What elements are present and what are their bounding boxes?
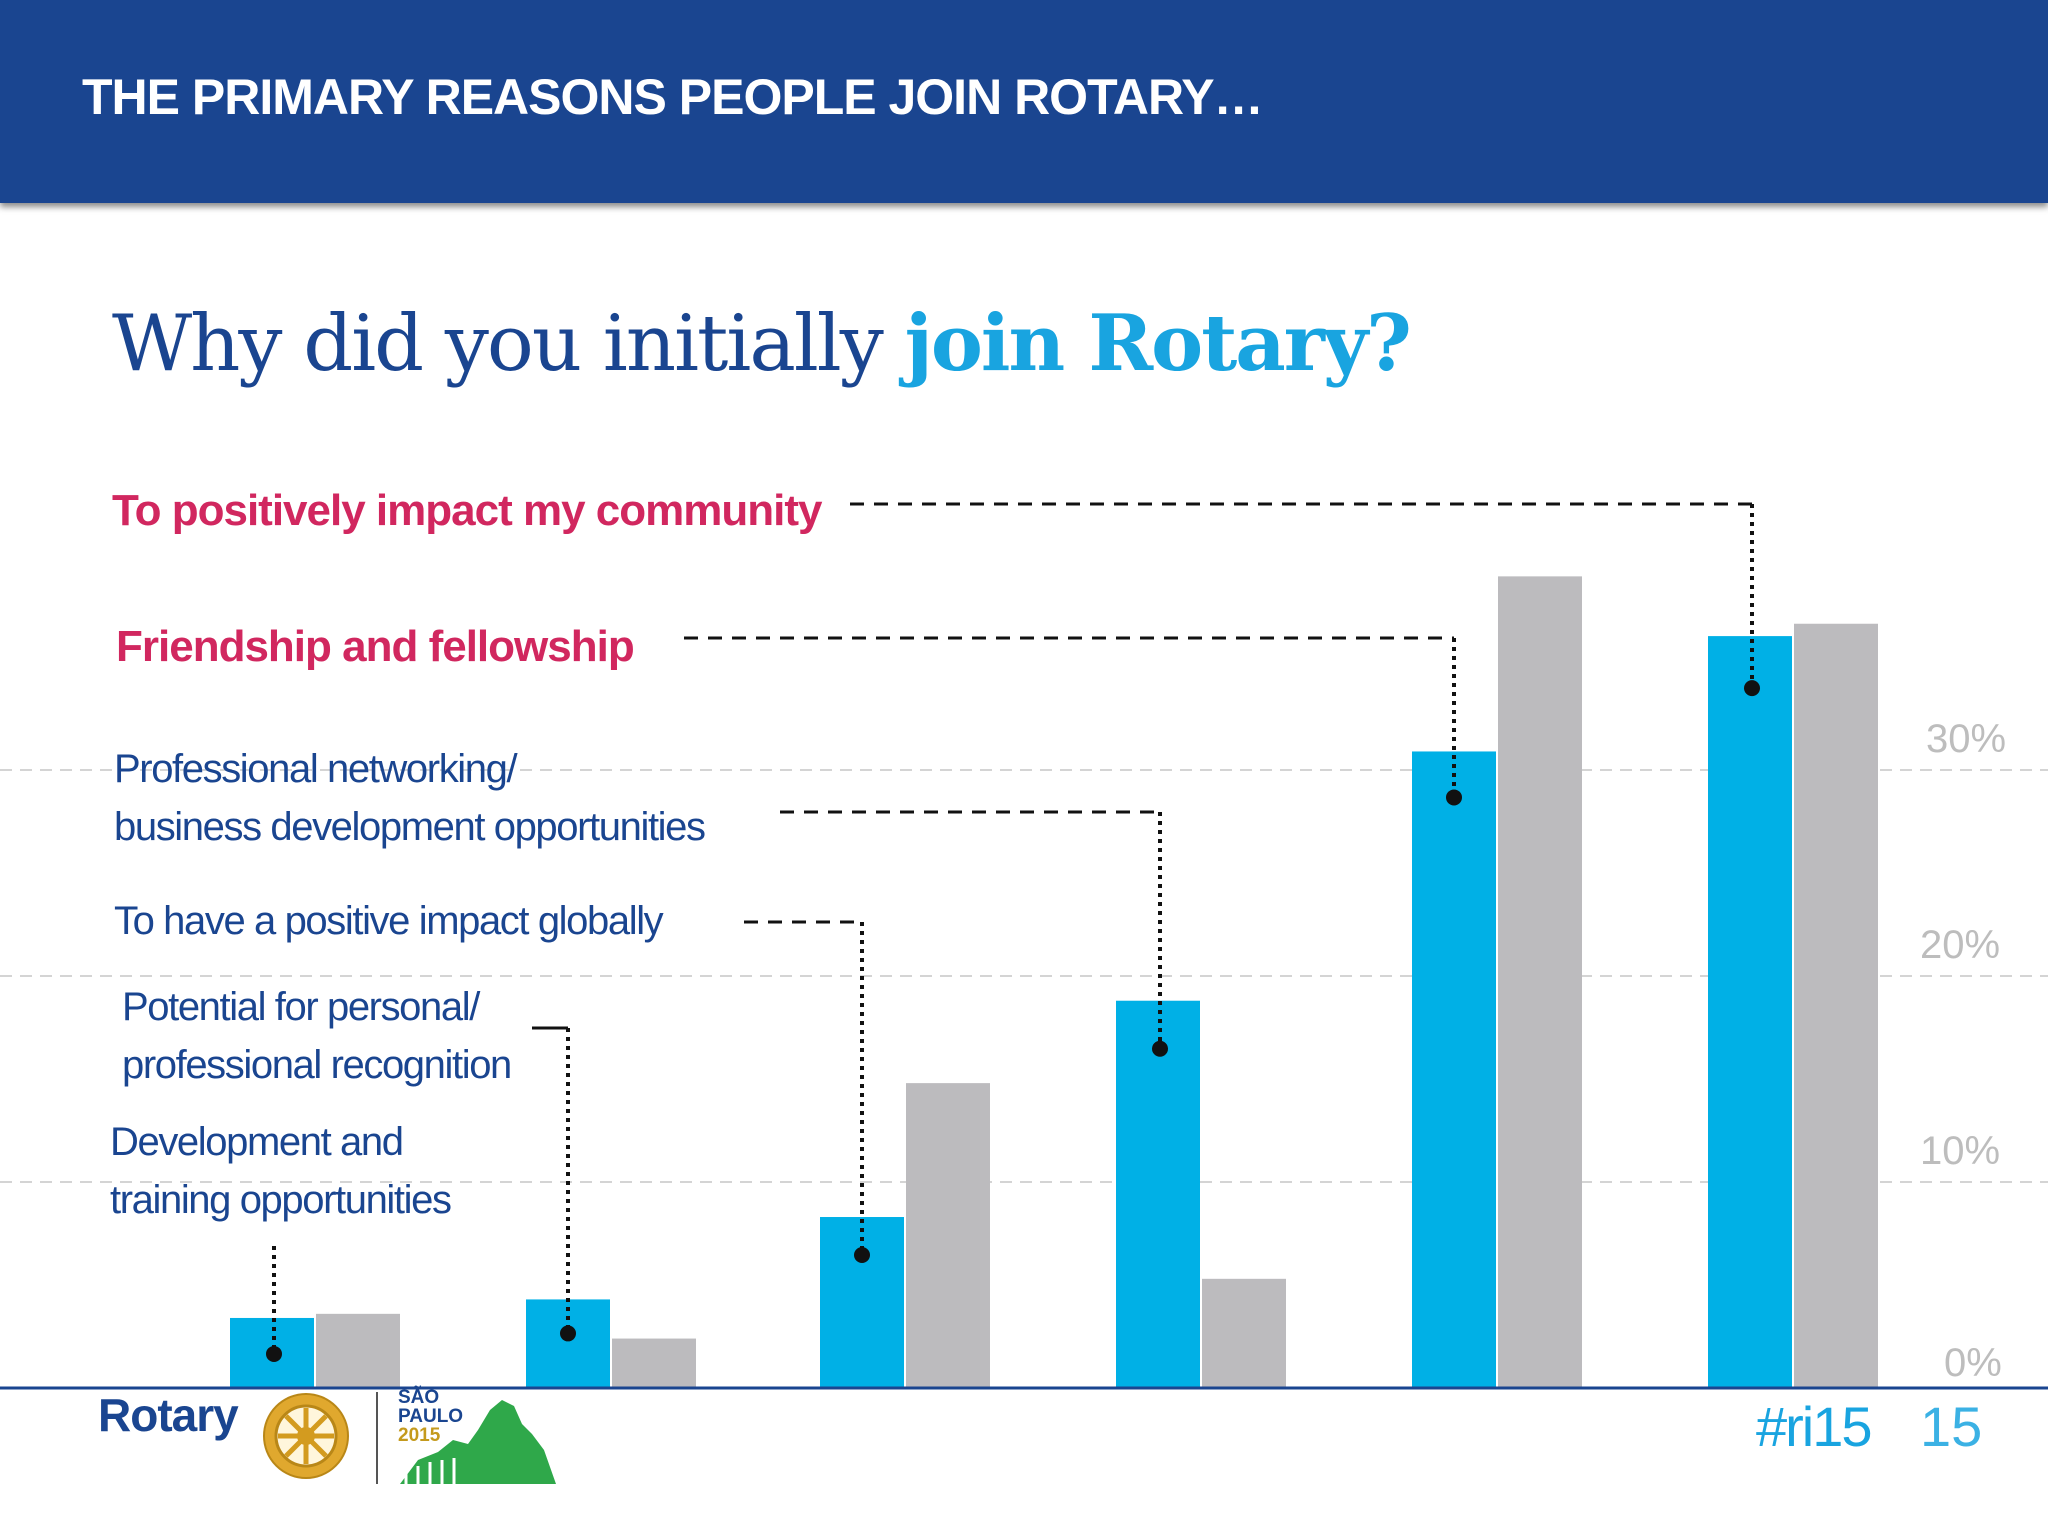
bar-secondary: [906, 1083, 990, 1388]
leader-dot: [1446, 789, 1462, 806]
y-tick-label: 0%: [1944, 1341, 2002, 1385]
bar-secondary: [316, 1313, 400, 1388]
bar-secondary: [612, 1338, 696, 1388]
rotary-logo-text: Rotary: [98, 1389, 239, 1441]
bar-chart: 0% 10% 20% 30%: [0, 502, 2048, 1390]
slide-number: 15: [1920, 1395, 1983, 1458]
rotary-wheel-icon: [263, 1393, 349, 1479]
category-label: Professional networking/business develop…: [114, 740, 706, 856]
category-label-line: Friendship and fellowship: [116, 622, 635, 671]
bar-primary: [1116, 1000, 1200, 1388]
category-label: To positively impact my community: [112, 482, 822, 540]
bar-primary: [526, 1299, 610, 1388]
bar-primary: [1412, 751, 1496, 1388]
event-city-line2: PAULO: [398, 1406, 464, 1427]
leader-dot: [1744, 680, 1760, 697]
category-label-line: professional recognition: [122, 1043, 512, 1087]
category-label-line: Potential for personal/: [122, 985, 480, 1029]
chart-question: Why did you initially join Rotary?: [112, 298, 1412, 389]
bar-secondary: [1498, 576, 1582, 1388]
category-label: Friendship and fellowship: [116, 618, 635, 676]
bar-secondary: [1794, 623, 1878, 1388]
question-part1: Why did you initially: [112, 299, 905, 389]
category-label-line: Professional networking/: [114, 747, 518, 791]
bar-primary: [820, 1217, 904, 1388]
category-label: To have a positive impact globally: [114, 892, 664, 950]
leader-dot: [854, 1247, 870, 1264]
leader-dot: [266, 1345, 282, 1362]
question-part2: join Rotary?: [904, 298, 1412, 389]
bar-secondary: [1202, 1278, 1286, 1388]
category-label-line: To positively impact my community: [112, 486, 822, 535]
category-label: Development and training opportunities: [110, 1113, 452, 1229]
leader-dot: [1152, 1040, 1168, 1057]
y-tick-label: 30%: [1926, 717, 2006, 761]
event-logo: SÃO PAULO 2015: [398, 1388, 464, 1445]
category-label: Potential for personal/professional reco…: [122, 978, 512, 1094]
event-year: 2015: [398, 1425, 441, 1446]
category-label-line: training opportunities: [110, 1178, 452, 1222]
y-tick-label: 10%: [1920, 1129, 2000, 1173]
event-city-line1: SÃO: [398, 1387, 440, 1408]
bar-primary: [1708, 636, 1792, 1388]
category-label-line: To have a positive impact globally: [114, 899, 664, 943]
sao-paulo-skyline-icon: [400, 1400, 556, 1484]
y-tick-label: 20%: [1920, 923, 2000, 967]
header-title: THE PRIMARY REASONS PEOPLE JOIN ROTARY…: [82, 69, 1264, 125]
hashtag: #ri15: [1756, 1395, 1873, 1458]
leader-dot: [560, 1325, 576, 1342]
header-bar: THE PRIMARY REASONS PEOPLE JOIN ROTARY…: [0, 0, 2048, 203]
category-label-line: Development and: [110, 1120, 404, 1164]
footer-divider: [376, 1392, 378, 1484]
category-label-line: business development opportunities: [114, 805, 706, 849]
